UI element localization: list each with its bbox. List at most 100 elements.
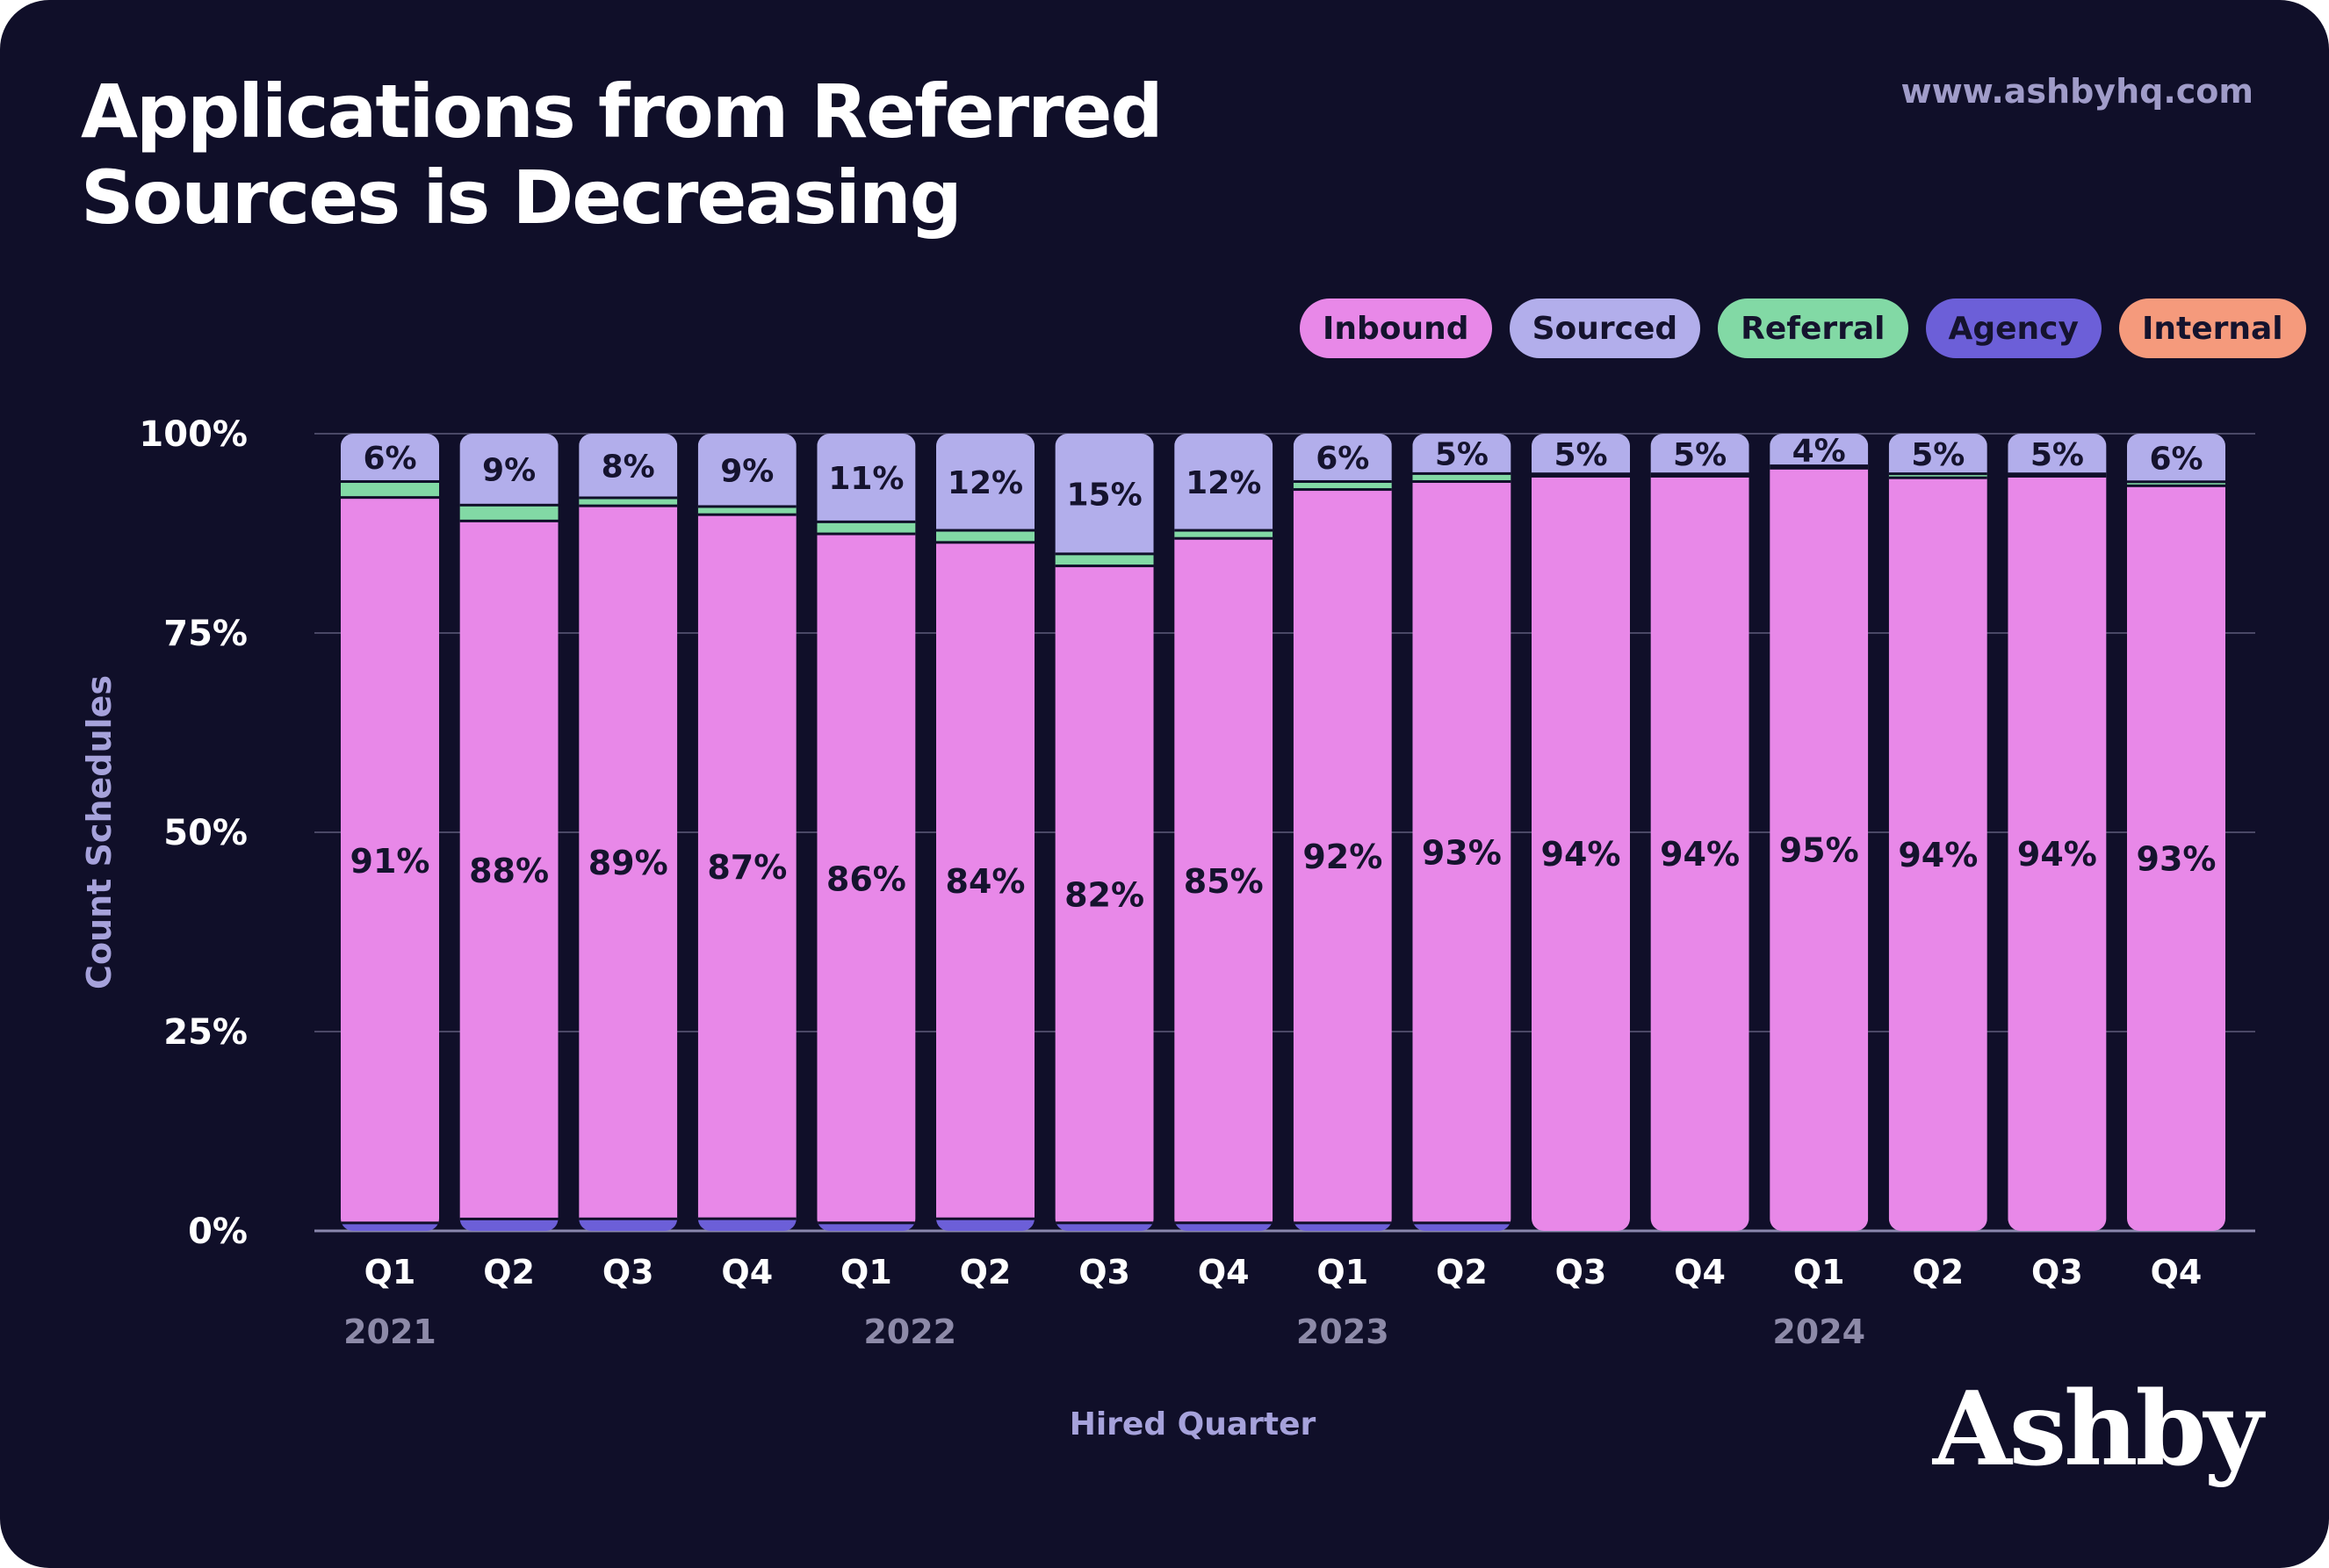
stacked-bar[interactable] [2008, 434, 2107, 1231]
bar-segment-inbound [1055, 565, 1154, 1223]
data-label-sourced: 5% [1554, 437, 1607, 473]
segment-separator [1412, 479, 1511, 483]
y-tick-label: 100% [139, 414, 248, 455]
segment-separator [341, 496, 439, 500]
stacked-bar[interactable] [579, 434, 678, 1231]
title-line-2: Sources is Decreasing [81, 155, 963, 241]
segment-separator [2127, 480, 2225, 484]
bar-segment-referral [936, 530, 1035, 543]
bar-segment-sourced [2008, 434, 2107, 474]
bar-segment-referral [697, 506, 797, 515]
x-tick-label: Q1 [840, 1253, 892, 1291]
bar-segment-referral [2127, 481, 2225, 486]
legend-inbound[interactable]: Inbound [1300, 298, 1492, 358]
data-label-sourced: 5% [2030, 437, 2084, 473]
x-tick-label: Q1 [1316, 1253, 1368, 1291]
segment-separator [1293, 1221, 1392, 1225]
legend-referral[interactable]: Referral [1718, 298, 1908, 358]
x-tick-label: Q2 [1436, 1253, 1488, 1291]
data-label-sourced: 9% [482, 453, 536, 489]
segment-separator [1888, 476, 1987, 479]
data-label-sourced: 11% [828, 461, 904, 497]
segment-separator [936, 529, 1035, 532]
bar-segment-inbound [341, 497, 439, 1223]
segment-separator [1770, 464, 1869, 468]
segment-separator [341, 1221, 439, 1225]
stacked-bar[interactable] [936, 434, 1035, 1231]
stacked-bar[interactable] [1650, 434, 1749, 1231]
segment-separator [1055, 552, 1154, 556]
segment-separator [697, 513, 797, 516]
stacked-bar[interactable] [1770, 434, 1869, 1231]
segment-separator [1293, 479, 1392, 483]
bar-segment-agency [1293, 1222, 1392, 1231]
segment-separator [1055, 565, 1154, 568]
stacked-bar[interactable] [1532, 434, 1630, 1231]
bar-segment-sourced [936, 434, 1035, 531]
data-label-sourced: 6% [363, 441, 416, 477]
bar-segment-inbound [936, 542, 1035, 1219]
segment-separator [2008, 474, 2107, 478]
data-label-sourced: 6% [1316, 441, 1369, 477]
y-tick-label: 75% [163, 614, 248, 654]
data-label-inbound: 94% [1660, 835, 1740, 874]
legend-agency[interactable]: Agency [1925, 298, 2102, 358]
x-tick-label: Q4 [721, 1253, 773, 1291]
data-label-sourced: 12% [1186, 465, 1261, 501]
bar-segment-inbound [1532, 476, 1630, 1231]
segment-separator [2008, 472, 2107, 476]
data-label-inbound: 84% [946, 862, 1026, 901]
x-tick-label: Q4 [1674, 1253, 1726, 1291]
stacked-bar[interactable] [459, 434, 559, 1231]
bar-segment-sourced [1770, 434, 1869, 466]
bar-segment-inbound [2008, 476, 2107, 1231]
segment-separator [817, 1221, 916, 1225]
data-label-inbound: 94% [2017, 835, 2097, 874]
stacked-bar[interactable] [341, 434, 439, 1231]
year-label: 2024 [1772, 1313, 1865, 1351]
bar-segment-agency [817, 1222, 916, 1231]
bar-segment-referral [1412, 473, 1511, 482]
stacked-bar[interactable] [2127, 434, 2225, 1231]
segment-separator [1412, 1221, 1511, 1225]
bar-segment-inbound [1888, 478, 1987, 1231]
segment-separator [1532, 472, 1630, 476]
website-link[interactable]: www.ashbyhq.com [1900, 72, 2253, 111]
x-tick-label: Q2 [483, 1253, 535, 1291]
segment-separator [1888, 472, 1987, 476]
bar-segment-sourced [1888, 434, 1987, 474]
bar-segment-referral [1293, 481, 1392, 490]
stacked-bar[interactable] [1293, 434, 1392, 1231]
data-label-inbound: 86% [826, 860, 906, 898]
x-tick-label: Q4 [2151, 1253, 2203, 1291]
segment-separator [341, 479, 439, 483]
stacked-bar[interactable] [1055, 434, 1154, 1231]
segment-separator [1055, 1221, 1154, 1225]
legend-internal[interactable]: Internal [2118, 298, 2306, 358]
title-line-1: Applications from Referred [81, 68, 1164, 155]
bar-segment-inbound [579, 506, 678, 1219]
x-tick-label: Q3 [602, 1253, 654, 1291]
segment-separator [2127, 484, 2225, 487]
data-label-sourced: 5% [1911, 437, 1965, 473]
segment-separator [817, 520, 916, 523]
year-label: 2023 [1296, 1313, 1389, 1351]
stacked-bar[interactable] [1412, 434, 1511, 1231]
data-label-sourced: 5% [1673, 437, 1727, 473]
segment-separator [579, 1217, 678, 1220]
stacked-bar[interactable] [817, 434, 916, 1231]
stacked-bar[interactable] [1174, 434, 1273, 1231]
bar-segment-agency [697, 1219, 797, 1231]
legend-sourced[interactable]: Sourced [1509, 298, 1701, 358]
chart-title: Applications from Referred Sources is De… [81, 68, 1222, 241]
bar-segment-sourced [579, 434, 678, 499]
data-label-sourced: 9% [720, 453, 774, 489]
stacked-bar[interactable] [1888, 434, 1987, 1231]
data-label-inbound: 89% [588, 844, 668, 882]
bar-segment-inbound [1174, 538, 1273, 1223]
y-tick-label: 25% [163, 1012, 248, 1053]
bar-segment-referral [341, 481, 439, 498]
stacked-bar[interactable] [697, 434, 797, 1231]
y-tick-label: 0% [188, 1212, 248, 1252]
y-tick-label: 50% [163, 813, 248, 853]
